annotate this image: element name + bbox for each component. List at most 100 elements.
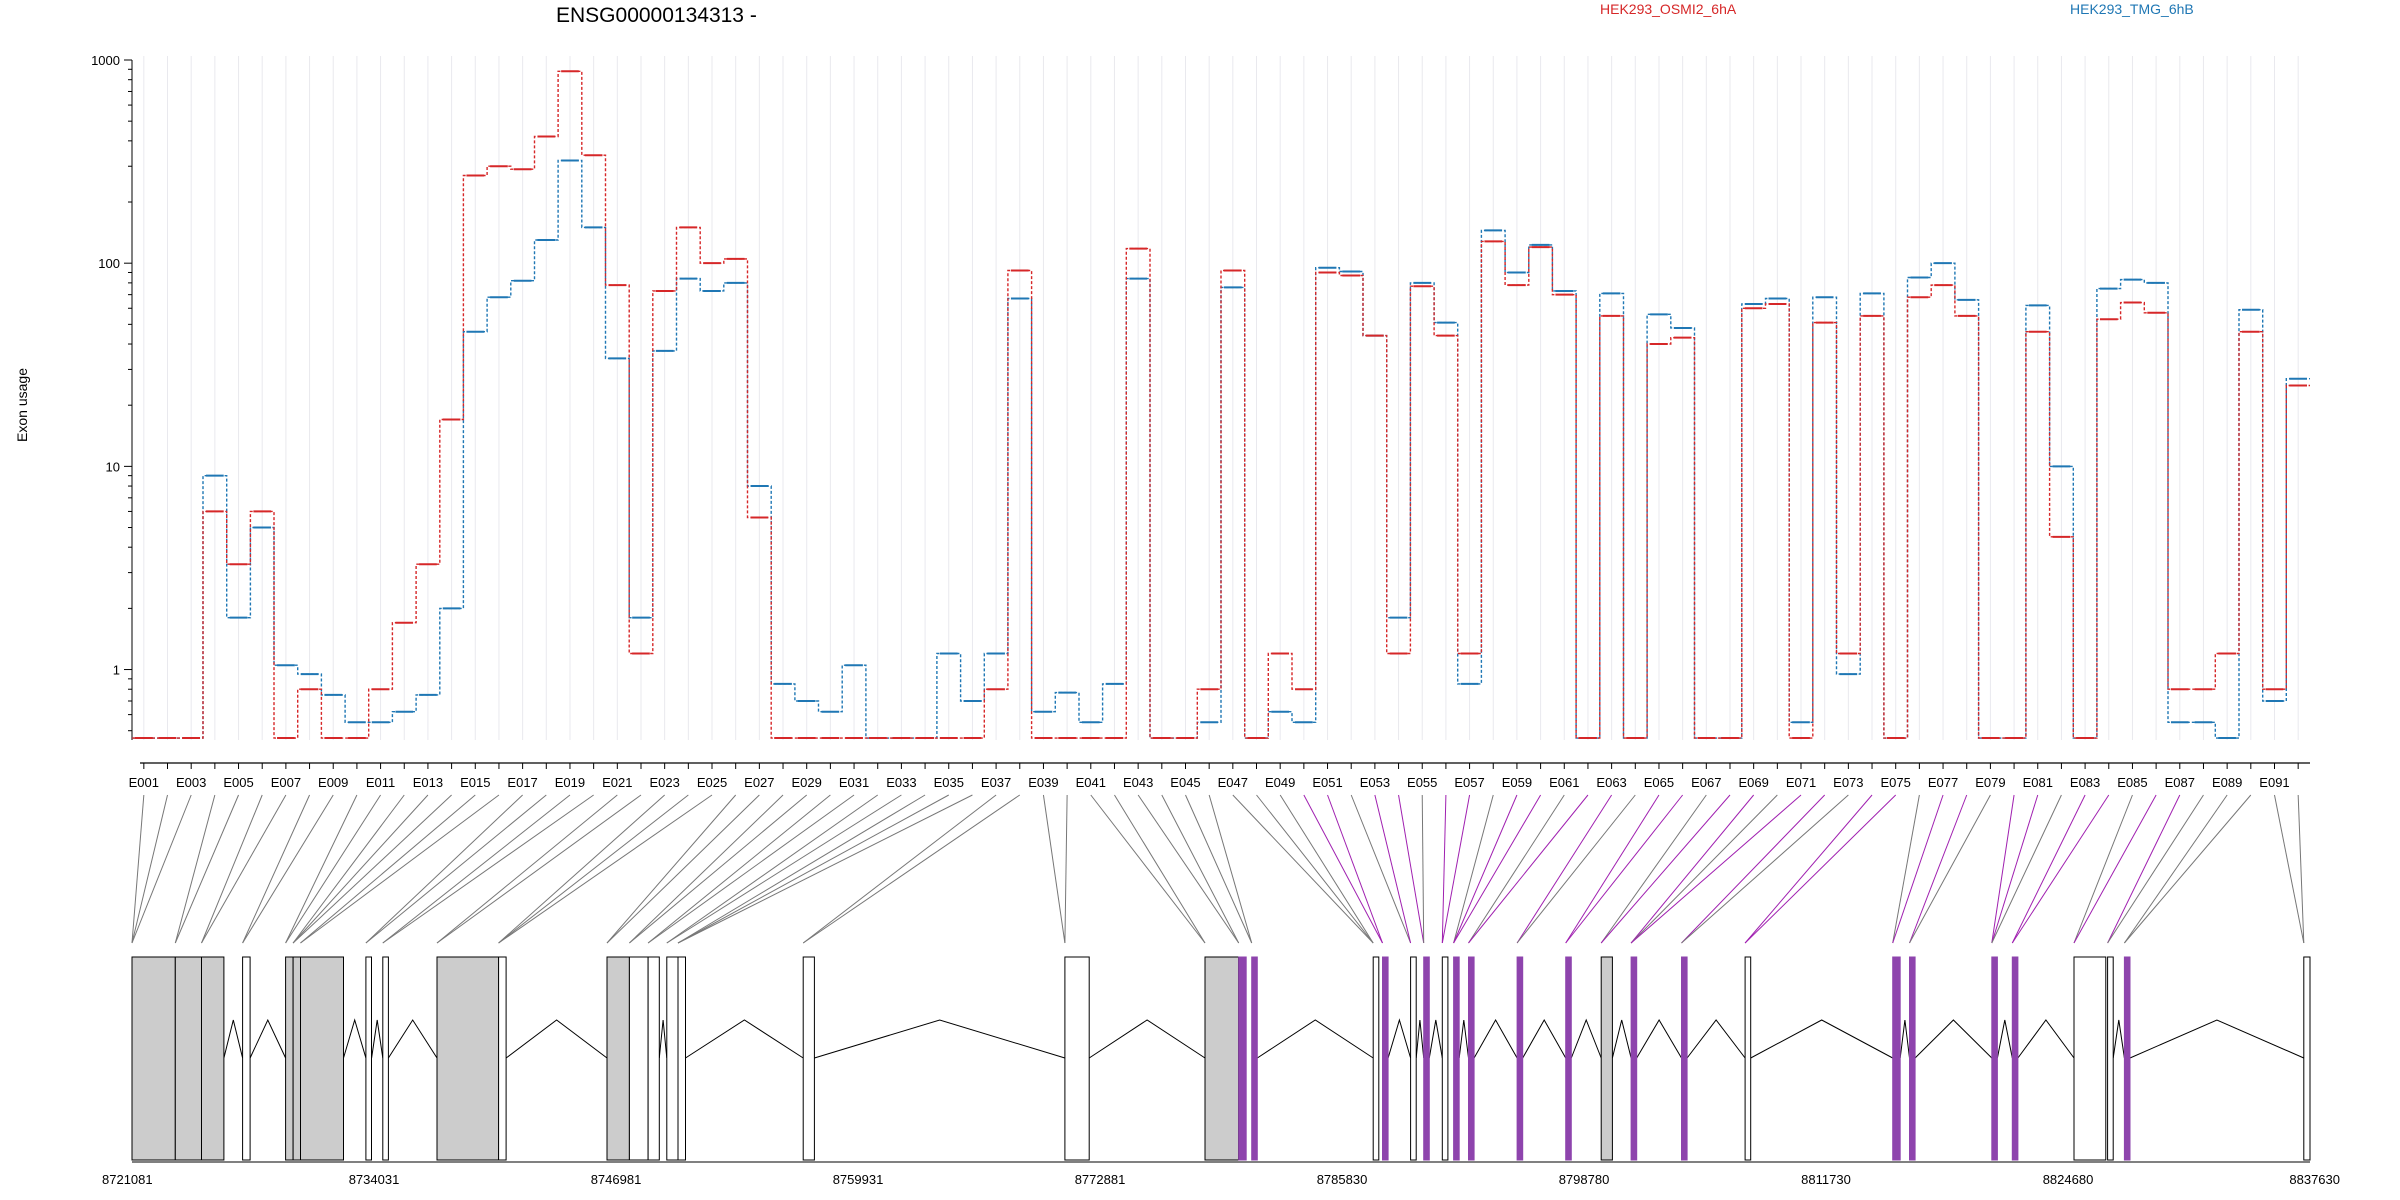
exon-box <box>2303 956 2311 1161</box>
connector-line <box>1565 794 1660 944</box>
x-tick-label: E023 <box>649 775 679 790</box>
intron-line <box>1996 1019 2013 1059</box>
connector-line <box>174 794 216 944</box>
intron-line <box>685 1019 804 1059</box>
exon-box <box>2107 956 2114 1161</box>
connector-line <box>2073 794 2133 944</box>
x-tick-label: E027 <box>744 775 774 790</box>
x-tick-label: E039 <box>1028 775 1058 790</box>
intron-line <box>223 1019 244 1059</box>
exon-box <box>1423 956 1430 1161</box>
x-tick-label: E069 <box>1738 775 1768 790</box>
exon-box <box>606 956 630 1161</box>
intron-line <box>1611 1019 1632 1059</box>
connector-line <box>2107 794 2181 944</box>
connector-line <box>1600 794 1707 944</box>
connector-line <box>498 794 689 944</box>
connector-line <box>300 794 500 944</box>
x-tick-label: E001 <box>129 775 159 790</box>
y-tick-label: 10 <box>106 459 120 474</box>
x-tick-label: E067 <box>1691 775 1721 790</box>
connector-line <box>1374 794 1412 944</box>
connector-line <box>1991 794 2015 944</box>
x-tick-label: E011 <box>366 775 395 790</box>
connector-line <box>498 794 665 944</box>
genomic-tick-label: 8837630 <box>2289 1172 2340 1187</box>
x-tick-label: E025 <box>697 775 727 790</box>
exon-box <box>498 956 507 1161</box>
intron-line <box>343 1018 367 1059</box>
exon-box <box>1064 956 1090 1161</box>
x-tick-label: E007 <box>271 775 301 790</box>
connector-line <box>1991 794 2062 944</box>
intron-line <box>1415 1019 1425 1059</box>
connector-line <box>242 794 334 944</box>
exon-box <box>1991 956 1998 1161</box>
legend-series-2: HEK293_TMG_6hB <box>2070 1 2194 17</box>
connector-line <box>1744 794 1873 944</box>
x-tick-label: E043 <box>1123 775 1153 790</box>
x-tick-label: E071 <box>1786 775 1816 790</box>
connector-line <box>1398 794 1425 944</box>
connector-line <box>2124 794 2252 944</box>
intron-line <box>1522 1018 1567 1059</box>
exon-box <box>174 956 203 1161</box>
genomic-axis: 8721081 8734031 8746981 8759931 8772881 87858… <box>102 1161 2340 1187</box>
connector-line <box>647 794 831 944</box>
x-tick-label: E079 <box>1975 775 2005 790</box>
connector-line <box>1681 794 1849 944</box>
exon-box <box>131 956 176 1161</box>
connector-line <box>1453 794 1542 944</box>
intron-line <box>505 1019 608 1059</box>
exon-box <box>1441 956 1449 1161</box>
connector-line <box>1090 794 1206 944</box>
intron-line <box>2112 1019 2125 1059</box>
connector-line <box>1161 794 1240 944</box>
exon-box <box>1410 956 1417 1161</box>
y-tick-label: 100 <box>98 256 120 271</box>
exon-box <box>436 956 500 1161</box>
exon-box <box>647 956 660 1161</box>
genomic-tick-label: 8798780 <box>1559 1172 1610 1187</box>
exon-box <box>802 956 815 1161</box>
connector-line <box>436 794 618 944</box>
connector-line <box>242 794 311 944</box>
x-tick-label: E041 <box>1076 775 1106 790</box>
connector-line <box>1744 794 1897 944</box>
connector-line <box>498 794 713 944</box>
exon-box <box>1251 956 1258 1161</box>
intron-line <box>2129 1019 2305 1059</box>
x-tick-label: E091 <box>2259 775 2289 790</box>
connector-line <box>1441 794 1447 944</box>
connector-line <box>382 794 571 944</box>
x-tick-label: E045 <box>1170 775 1200 790</box>
exon-box <box>2073 956 2107 1161</box>
exon-box <box>1744 956 1752 1161</box>
intron-line <box>814 1019 1066 1059</box>
connector-line <box>666 794 879 944</box>
connector-line <box>1565 794 1684 944</box>
intron-line <box>1428 1019 1443 1059</box>
x-tick-label: E029 <box>792 775 822 790</box>
connector-line <box>2107 794 2204 944</box>
x-tick-label: E061 <box>1549 775 1579 790</box>
genomic-tick-label: 8772881 <box>1075 1172 1126 1187</box>
exon-box <box>1468 956 1475 1161</box>
connector-line <box>1516 794 1636 944</box>
connector-line <box>1327 794 1383 944</box>
x-tick-label: E049 <box>1265 775 1295 790</box>
connector-line <box>436 794 642 944</box>
x-tick-label: E057 <box>1454 775 1484 790</box>
x-tick-label: E055 <box>1407 775 1437 790</box>
connector-line <box>666 794 902 944</box>
connector-line <box>1453 794 1494 944</box>
intron-line <box>1636 1019 1682 1059</box>
connector-line <box>1991 794 2039 944</box>
intron-line <box>2017 1019 2075 1059</box>
x-tick-label: E063 <box>1596 775 1626 790</box>
exon-box <box>382 956 389 1161</box>
intron-line <box>1570 1018 1602 1059</box>
intron-line <box>1473 1018 1518 1059</box>
connector-line <box>1256 794 1374 944</box>
intron-line <box>1387 1018 1412 1059</box>
